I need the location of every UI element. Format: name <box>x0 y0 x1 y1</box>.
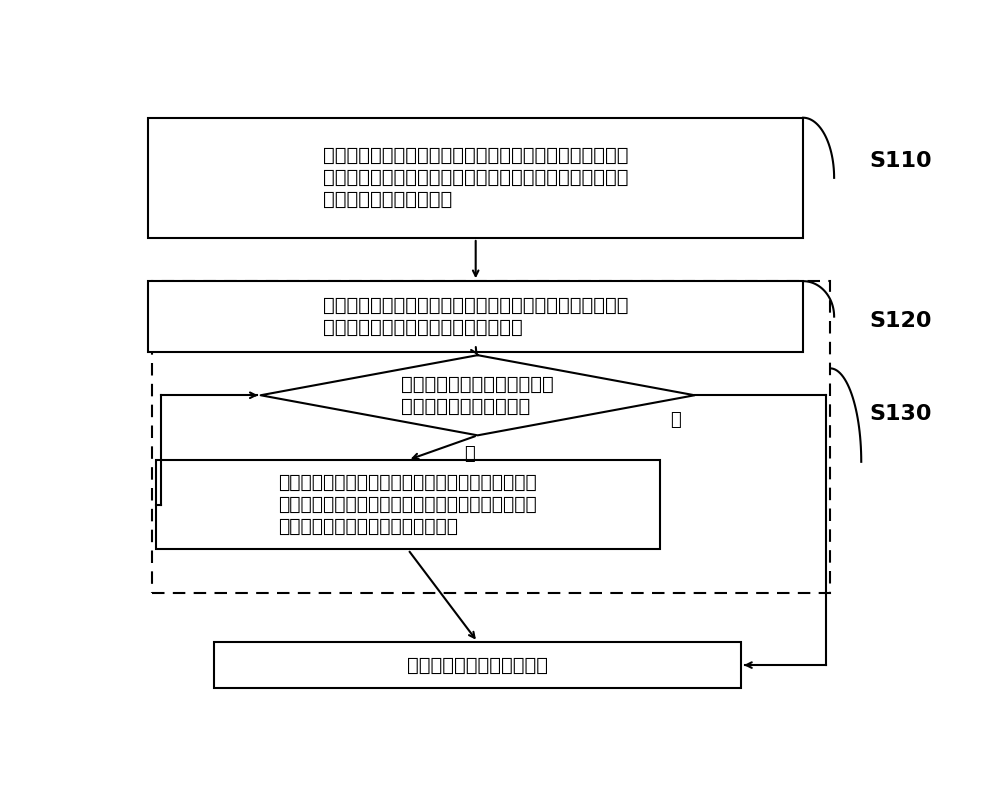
Text: 运行的点火循环次数是否大于
或等于第一点火循环次数: 运行的点火循环次数是否大于 或等于第一点火循环次数 <box>401 375 554 416</box>
Text: 在每一个断油供油控制周期的起始时刻，根据当前工况，获
取所述第一断油次数、所述第一恢复供油次数以及第一点火
提前角推迟变化量初始值: 在每一个断油供油控制周期的起始时刻，根据当前工况，获 取所述第一断油次数、所述第… <box>323 147 628 209</box>
Text: 根据所述第一断油次数和所述第一恢复供油次数，计算本次
断油供油控制周期的第一点火循环次数: 根据所述第一断油次数和所述第一恢复供油次数，计算本次 断油供油控制周期的第一点火… <box>323 296 628 337</box>
Text: 否: 否 <box>464 445 475 463</box>
FancyBboxPatch shape <box>148 281 803 352</box>
Text: 根据所述第一断油次数、所述第一恢复供油次数以及
所述第一点火提前角推迟变化量初始值，按照预设点
火提前角预设规则，推迟点火提前角: 根据所述第一断油次数、所述第一恢复供油次数以及 所述第一点火提前角推迟变化量初始… <box>278 473 537 536</box>
Polygon shape <box>261 355 695 436</box>
FancyBboxPatch shape <box>148 118 803 238</box>
Text: 是: 是 <box>670 411 681 429</box>
Text: S120: S120 <box>869 312 932 332</box>
Text: 本次断油供油控制周期结束: 本次断油供油控制周期结束 <box>407 655 548 674</box>
Text: S110: S110 <box>869 151 932 171</box>
FancyBboxPatch shape <box>156 460 660 549</box>
Text: S130: S130 <box>869 404 932 424</box>
FancyBboxPatch shape <box>214 642 741 688</box>
